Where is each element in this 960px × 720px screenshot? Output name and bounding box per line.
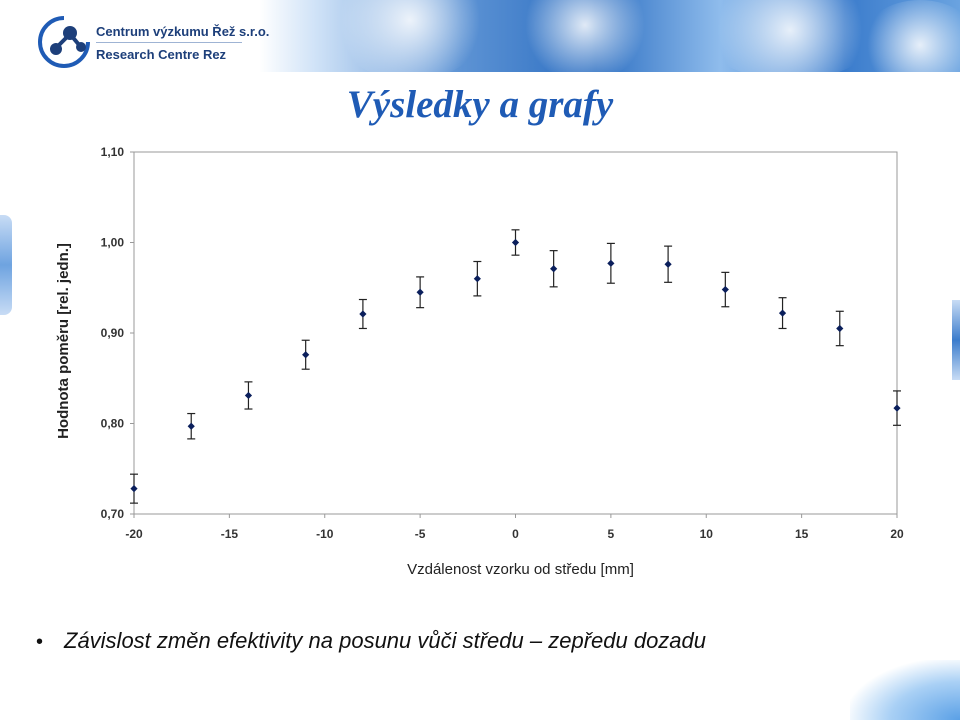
org-name-cz: Centrum výzkumu Řež s.r.o.	[96, 24, 270, 39]
x-tick-label: -15	[221, 527, 239, 541]
data-point	[130, 485, 138, 493]
x-tick-label: 0	[512, 527, 519, 541]
data-point	[607, 259, 615, 267]
data-point	[721, 285, 729, 294]
bullet-text: Závislost změn efektivity na posunu vůči…	[64, 628, 707, 653]
data-point	[893, 404, 901, 412]
efficiency-chart: 0,700,800,901,001,10-20 -15 -10 -5 0 5 10 15 20 …	[55, 145, 904, 578]
x-tick-label: -5	[415, 527, 426, 541]
x-tick-label: -10	[316, 527, 334, 541]
bullet-item: • Závislost změn efektivity na posunu vůč…	[36, 628, 706, 654]
x-tick-label: 15	[795, 527, 809, 541]
data-point	[511, 238, 520, 247]
side-accent-right	[952, 300, 960, 380]
plot-frame	[133, 151, 898, 515]
y-tick-label: 1,10	[101, 145, 125, 159]
banner-glow	[520, 0, 650, 72]
data-point	[778, 309, 787, 317]
data-point	[416, 288, 424, 296]
banner-glow	[330, 0, 490, 72]
x-tick-label: 10	[700, 527, 714, 541]
org-name-en: Research Centre Rez	[96, 47, 227, 62]
y-tick-label: 0,80	[101, 417, 125, 431]
x-tick-label: 5	[608, 527, 615, 541]
molecule-logo-icon	[38, 16, 90, 68]
data-point	[550, 265, 558, 273]
data-point	[359, 310, 367, 318]
logo-divider	[96, 42, 242, 43]
data-point	[187, 422, 195, 430]
banner-glow	[700, 0, 880, 72]
y-tick-label: 1,00	[101, 236, 125, 250]
corner-accent	[850, 660, 960, 720]
data-point	[836, 324, 844, 333]
side-accent-left	[0, 215, 12, 315]
x-axis-label: Vzdálenost vzorku od středu [mm]	[407, 561, 634, 578]
y-tick-label: 0,90	[101, 326, 125, 340]
slide-title: Výsledky a grafy	[346, 83, 614, 126]
y-tick-label: 0,70	[101, 507, 125, 521]
bullet-icon: •	[36, 631, 44, 653]
data-point	[473, 275, 481, 283]
data-point	[664, 260, 672, 268]
x-tick-label: -20	[125, 527, 143, 541]
data-point	[302, 351, 310, 359]
data-point	[244, 391, 253, 400]
header-banner	[0, 0, 960, 72]
x-tick-label: 20	[890, 527, 904, 541]
y-axis-label: Hodnota poměru [rel. jedn.]	[55, 243, 72, 439]
